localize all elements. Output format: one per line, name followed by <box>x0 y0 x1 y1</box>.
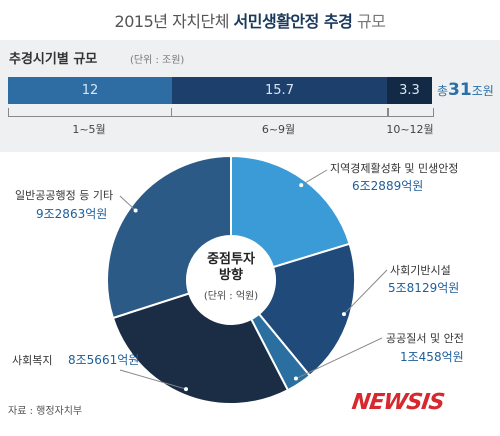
leader-dot-infrastructure <box>341 312 346 317</box>
period-label-2: 6~9월 <box>261 123 296 136</box>
pie-label-regional-economy: 지역경제활성화 및 민생안정 <box>330 162 459 175</box>
bar-total: 총31조원 <box>437 80 494 100</box>
title-prefix: 2015년 자치단체 <box>114 12 230 31</box>
pie-center-disc <box>187 236 275 324</box>
pie-value-welfare: 8조5661억원 <box>68 353 140 367</box>
source-note: 자료 : 행정자치부 <box>8 406 83 417</box>
pie-center-line2: 방향 <box>219 268 243 283</box>
pie-label-infrastructure: 사회기반시설 <box>390 264 451 277</box>
leader-dot-general-admin <box>133 208 138 213</box>
leader-dot-regional-economy <box>299 183 304 188</box>
page-title: 2015년 자치단체 서민생활안정 추경 규모 <box>0 8 500 32</box>
pie-value-public-safety: 1조458억원 <box>400 350 464 364</box>
newsis-logo: NEWSIS <box>350 390 446 415</box>
leader-dot-welfare <box>183 387 188 392</box>
bar-segment-3: 3.3 <box>386 77 432 104</box>
leader-line-general-admin <box>119 195 136 211</box>
pie-label-public-safety: 공공질서 및 안전 <box>386 332 464 345</box>
period-bracket-2 <box>171 108 388 117</box>
pie-center-line1: 중점투자 <box>207 252 255 267</box>
total-suffix: 조원 <box>471 84 494 98</box>
pie-center-title: 중점투자 방향 <box>195 252 267 284</box>
title-bold: 서민생활안정 추경 <box>233 12 353 31</box>
pie-value-general-admin: 9조2863억원 <box>36 207 108 221</box>
total-value: 31 <box>448 80 472 100</box>
period-label-1: 1~5월 <box>72 123 106 136</box>
leader-line-infrastructure <box>343 269 388 315</box>
title-suffix: 규모 <box>356 12 386 31</box>
bar-chart-title: 추경시기별 규모 <box>9 52 98 67</box>
bar-segment-2: 15.7 <box>172 77 387 104</box>
pie-value-regional-economy: 6조2889억원 <box>352 179 424 193</box>
pie-label-general-admin: 일반공공행정 등 기타 <box>15 189 114 202</box>
total-prefix: 총 <box>437 84 449 98</box>
leader-line-public-safety <box>295 337 383 379</box>
leader-line-regional-economy <box>300 169 328 186</box>
period-label-3: 10~12월 <box>386 123 434 136</box>
pie-value-infrastructure: 5조8129억원 <box>388 281 460 295</box>
period-bracket-3 <box>388 108 434 117</box>
pie-label-welfare: 사회복지 <box>12 354 53 367</box>
leader-dot-public-safety <box>293 376 298 381</box>
pie-center-unit: (단위 : 억원) <box>203 291 259 302</box>
leader-line-welfare <box>119 369 187 390</box>
bar-segment-1: 12 <box>8 77 173 104</box>
bar-chart-unit: (단위 : 조원) <box>130 55 185 66</box>
